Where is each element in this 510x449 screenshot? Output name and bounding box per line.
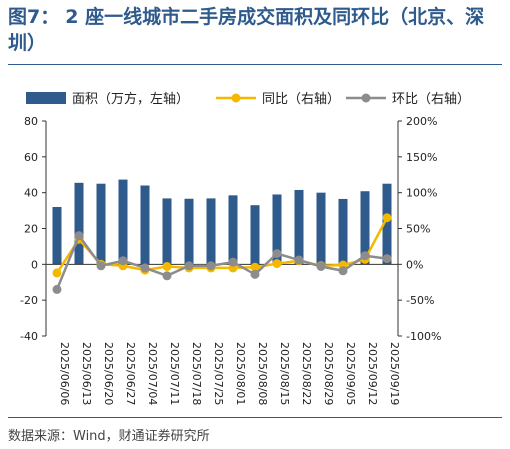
x-tick-label: 2025/06/27 xyxy=(124,342,137,405)
bar xyxy=(118,179,128,265)
series-point xyxy=(96,261,106,271)
bar xyxy=(294,189,304,265)
footer-rule xyxy=(8,417,502,418)
bar xyxy=(52,207,62,265)
series-point xyxy=(250,269,260,279)
series-point xyxy=(360,251,370,261)
bar xyxy=(250,205,260,265)
series-point xyxy=(162,261,172,271)
x-tick-label: 2025/07/04 xyxy=(146,342,159,405)
series-point xyxy=(162,271,172,281)
legend-swatch-marker xyxy=(231,93,241,103)
bar xyxy=(360,191,370,265)
x-tick-label: 2025/07/25 xyxy=(212,342,225,405)
legend-swatch-marker xyxy=(361,93,371,103)
series-point xyxy=(74,231,84,241)
legend-label: 环比（右轴） xyxy=(392,92,470,107)
series-point xyxy=(272,249,282,259)
x-tick-label: 2025/09/19 xyxy=(388,342,401,405)
legend-label: 面积（万方，左轴） xyxy=(72,91,189,107)
series-point xyxy=(250,262,260,272)
bar xyxy=(184,198,194,265)
x-tick-label: 2025/09/12 xyxy=(366,342,379,405)
bar xyxy=(272,194,282,265)
series-point xyxy=(140,263,150,273)
x-tick-label: 2025/07/18 xyxy=(190,342,203,405)
figure-title: 图7： 2 座一线城市二手房成交面积及同环比（北京、深圳） xyxy=(8,4,502,56)
series-line xyxy=(55,233,388,290)
bar xyxy=(74,182,84,265)
chart: -40 -20 0 20 40 60 80 -100% -50% 0% 50% 100% 150% 200… xyxy=(20,91,470,405)
left-tick-label: 0 xyxy=(31,258,38,271)
series-point xyxy=(382,213,392,223)
bar xyxy=(96,183,106,265)
series-point xyxy=(52,268,62,278)
right-tick-label: 100% xyxy=(406,187,437,200)
bar xyxy=(140,185,150,265)
x-tick-label: 2025/09/05 xyxy=(344,342,357,405)
series-point xyxy=(272,259,282,269)
series-point xyxy=(316,261,326,271)
title-rule xyxy=(8,64,502,65)
series-point xyxy=(382,254,392,264)
left-tick-label: 40 xyxy=(24,187,38,200)
legend-swatch-bar xyxy=(26,92,66,104)
bar xyxy=(162,198,172,265)
left-tick-label: 20 xyxy=(24,223,38,236)
right-tick-label: -100% xyxy=(406,330,441,343)
series-line xyxy=(55,217,389,274)
bar xyxy=(316,192,326,265)
legend-label: 同比（右轴） xyxy=(262,92,340,107)
right-tick-label: 50% xyxy=(406,223,430,236)
series-point xyxy=(184,261,194,271)
series-point xyxy=(52,284,62,294)
x-tick-label: 2025/07/11 xyxy=(168,342,181,405)
x-tick-label: 2025/06/06 xyxy=(58,342,71,405)
left-tick-label: 60 xyxy=(24,151,38,164)
series-point xyxy=(118,256,128,266)
series-point xyxy=(206,261,216,271)
figure-number: 图7： xyxy=(8,6,60,28)
x-tick-label: 2025/06/20 xyxy=(102,342,115,405)
bar xyxy=(228,195,238,265)
left-tick-label: -20 xyxy=(20,294,38,307)
source-note: 数据来源：Wind，财通证券研究所 xyxy=(8,429,210,444)
x-tick-label: 2025/08/15 xyxy=(278,342,291,405)
series-point xyxy=(338,266,348,276)
x-tick-label: 2025/08/01 xyxy=(234,342,247,405)
right-tick-label: -50% xyxy=(406,294,434,307)
x-tick-label: 2025/08/08 xyxy=(256,342,269,405)
right-tick-label: 200% xyxy=(406,115,437,128)
series-point xyxy=(294,255,304,265)
bar xyxy=(382,183,392,265)
x-tick-label: 2025/06/13 xyxy=(80,342,93,405)
left-tick-label: 80 xyxy=(24,115,38,128)
figure-title-text: 2 座一线城市二手房成交面积及同环比（北京、深圳） xyxy=(8,6,485,54)
x-tick-label: 2025/08/22 xyxy=(300,342,313,405)
x-tick-label: 2025/08/29 xyxy=(322,342,335,405)
bar xyxy=(206,198,216,265)
right-tick-label: 150% xyxy=(406,151,437,164)
bar xyxy=(338,198,348,265)
right-tick-label: 0% xyxy=(406,258,423,271)
left-tick-label: -40 xyxy=(20,330,38,343)
series-point xyxy=(228,257,238,267)
